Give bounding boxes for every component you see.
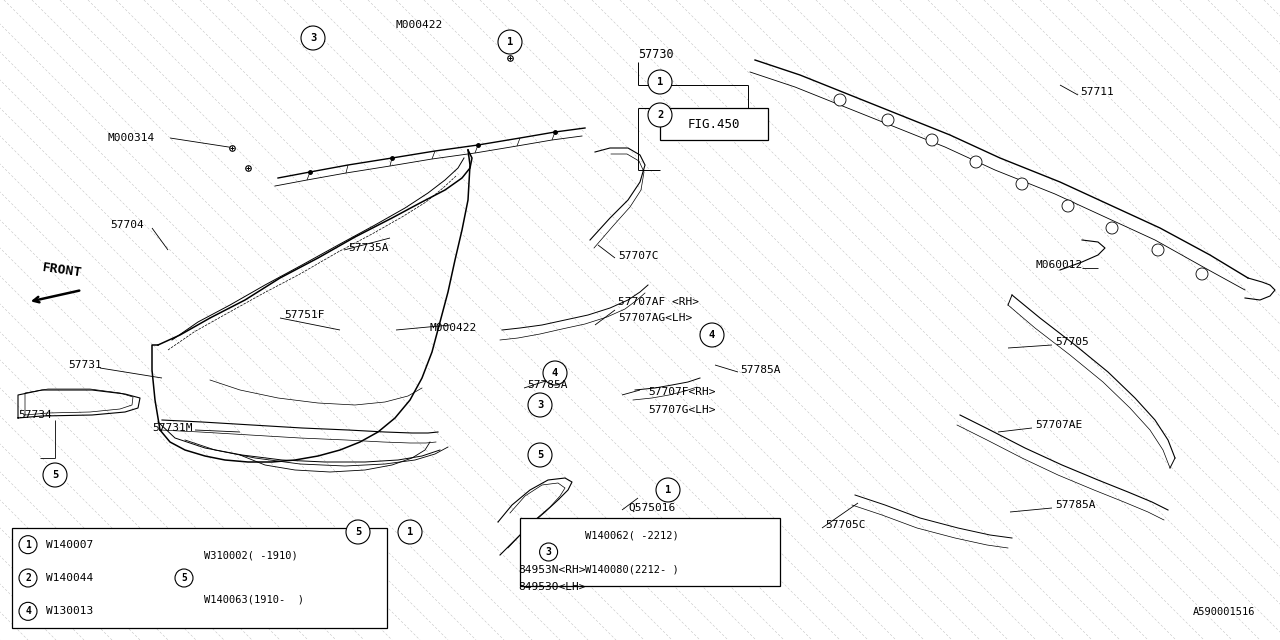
Text: 57735A: 57735A	[348, 243, 389, 253]
Text: 1: 1	[507, 37, 513, 47]
Text: W140007: W140007	[46, 540, 93, 550]
Text: 1: 1	[664, 485, 671, 495]
Circle shape	[398, 520, 422, 544]
Text: W140044: W140044	[46, 573, 93, 583]
Text: M000314: M000314	[108, 133, 155, 143]
Circle shape	[19, 536, 37, 554]
Circle shape	[346, 520, 370, 544]
Text: 5: 5	[52, 470, 58, 480]
Text: 57707AG<LH>: 57707AG<LH>	[618, 313, 692, 323]
Text: 57705: 57705	[1055, 337, 1089, 347]
Circle shape	[1106, 222, 1117, 234]
Text: W140080(2212- ): W140080(2212- )	[585, 564, 678, 574]
Text: 57707G<LH>: 57707G<LH>	[648, 405, 716, 415]
Text: W140062( -2212): W140062( -2212)	[585, 530, 678, 540]
Text: 57705C: 57705C	[826, 520, 865, 530]
Text: Q575016: Q575016	[628, 503, 676, 513]
Text: M060012: M060012	[1036, 260, 1083, 270]
Text: W310002( -1910): W310002( -1910)	[204, 551, 298, 561]
Text: 57704: 57704	[110, 220, 143, 230]
Circle shape	[882, 114, 893, 126]
Circle shape	[970, 156, 982, 168]
Text: 4: 4	[552, 368, 558, 378]
Text: W130013: W130013	[46, 606, 93, 616]
Circle shape	[1062, 200, 1074, 212]
Text: 4: 4	[709, 330, 716, 340]
Text: 57731: 57731	[68, 360, 101, 370]
FancyBboxPatch shape	[660, 108, 768, 140]
Text: 57711: 57711	[1080, 87, 1114, 97]
Text: M000422: M000422	[396, 20, 443, 30]
Circle shape	[543, 361, 567, 385]
Text: 4: 4	[26, 606, 31, 616]
Text: 57707C: 57707C	[618, 251, 658, 261]
Text: 3: 3	[310, 33, 316, 43]
Text: 57785A: 57785A	[527, 380, 567, 390]
Text: 84953N<RH>: 84953N<RH>	[518, 565, 585, 575]
Text: 57730: 57730	[637, 49, 673, 61]
Circle shape	[648, 70, 672, 94]
Circle shape	[1196, 268, 1208, 280]
Text: 5: 5	[355, 527, 361, 537]
Circle shape	[175, 569, 193, 587]
Text: FRONT: FRONT	[41, 262, 83, 280]
Text: 84953O<LH>: 84953O<LH>	[518, 582, 585, 592]
Text: 3: 3	[536, 400, 543, 410]
Circle shape	[700, 323, 724, 347]
Text: 57707AF <RH>: 57707AF <RH>	[618, 297, 699, 307]
Text: 57707AE: 57707AE	[1036, 420, 1083, 430]
Text: M000422: M000422	[430, 323, 477, 333]
Circle shape	[835, 94, 846, 106]
Text: 2: 2	[26, 573, 31, 583]
Circle shape	[657, 478, 680, 502]
Text: 1: 1	[657, 77, 663, 87]
Circle shape	[529, 393, 552, 417]
Text: 1: 1	[26, 540, 31, 550]
Text: 3: 3	[545, 547, 552, 557]
Text: FIG.450: FIG.450	[687, 118, 740, 131]
Text: 2: 2	[657, 110, 663, 120]
Circle shape	[19, 569, 37, 587]
Circle shape	[540, 543, 558, 561]
Text: A590001516: A590001516	[1193, 607, 1254, 617]
Circle shape	[19, 602, 37, 620]
Circle shape	[648, 103, 672, 127]
Text: 1: 1	[407, 527, 413, 537]
Text: 5: 5	[180, 573, 187, 583]
Text: 5: 5	[536, 450, 543, 460]
Circle shape	[529, 443, 552, 467]
Circle shape	[44, 463, 67, 487]
Circle shape	[1152, 244, 1164, 256]
Text: 57785A: 57785A	[1055, 500, 1096, 510]
Text: 57731M: 57731M	[152, 423, 192, 433]
Circle shape	[498, 30, 522, 54]
FancyBboxPatch shape	[520, 518, 780, 586]
Text: 57751F: 57751F	[284, 310, 325, 320]
Text: W140063(1910-  ): W140063(1910- )	[204, 595, 305, 605]
Circle shape	[925, 134, 938, 146]
Text: 57785A: 57785A	[740, 365, 781, 375]
Circle shape	[1016, 178, 1028, 190]
Text: 57734: 57734	[18, 410, 51, 420]
Text: 57707F<RH>: 57707F<RH>	[648, 387, 716, 397]
FancyBboxPatch shape	[12, 528, 387, 628]
Circle shape	[301, 26, 325, 50]
